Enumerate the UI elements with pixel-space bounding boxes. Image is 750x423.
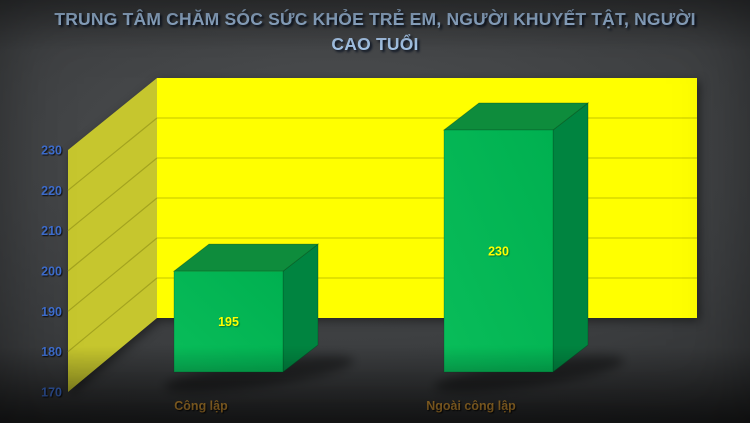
bar-front-face <box>173 270 284 373</box>
y-axis-tick-label: 170 <box>41 386 62 400</box>
side-wall-gridline <box>67 117 158 191</box>
category-label: Ngoài công lập <box>426 399 516 413</box>
side-wall-gridline <box>67 277 158 353</box>
side-wall-gridline <box>67 157 158 232</box>
side-wall-gridline <box>67 197 158 272</box>
bar-0: 195 Công lập <box>163 243 355 413</box>
bar-side-face <box>552 102 589 373</box>
plot-walls <box>67 78 697 392</box>
y-axis-tick-label: 210 <box>41 224 62 238</box>
chart-title-line-2: CAO TUỔI <box>331 34 419 54</box>
y-axis-tick-label: 190 <box>41 305 62 319</box>
y-axis-tick-label: 180 <box>41 345 62 359</box>
y-axis-tick-label: 230 <box>41 144 62 158</box>
bar-1: 230 Ngoài công lập <box>426 102 625 413</box>
bar-value-label: 230 <box>488 245 509 259</box>
chart-title-line-1: TRUNG TÂM CHĂM SÓC SỨC KHỎE TRẺ EM, NGƯỜ… <box>54 9 696 29</box>
y-axis-tick-label: 220 <box>41 184 62 198</box>
bar-floor-shadow <box>163 355 355 393</box>
bar-value-label: 195 <box>218 315 239 329</box>
bar-front-face <box>443 129 554 373</box>
bar-floor-shadow <box>433 355 625 393</box>
side-wall-gridline <box>67 237 158 312</box>
chart-title: TRUNG TÂM CHĂM SÓC SỨC KHỎE TRẺ EM, NGƯỜ… <box>25 7 725 57</box>
category-label: Công lập <box>174 399 228 413</box>
y-axis-tick-label: 200 <box>41 265 62 279</box>
